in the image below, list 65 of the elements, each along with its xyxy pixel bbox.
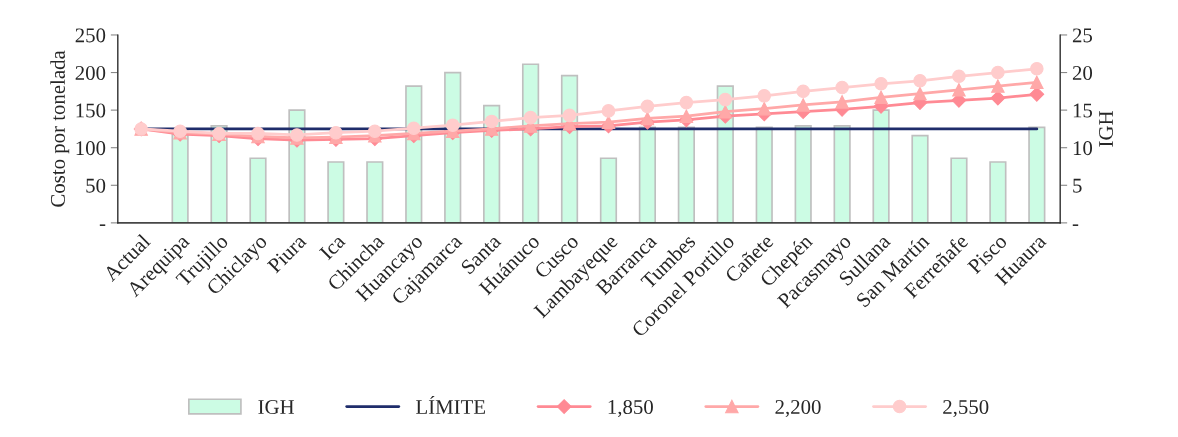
bar: [872, 109, 890, 223]
bar: [366, 161, 384, 223]
legend-label: 2,200: [775, 399, 821, 418]
y-tick-label: 100: [76, 141, 106, 156]
point: [796, 98, 810, 112]
bar: [599, 157, 618, 223]
point: [913, 74, 927, 88]
point: [757, 89, 772, 103]
bar: [1028, 126, 1046, 223]
bar: [989, 161, 1007, 223]
y-axis-title: Costo por tonelada: [50, 50, 70, 207]
point: [718, 92, 733, 107]
point: [1030, 62, 1044, 76]
legend-label: IGH: [258, 400, 295, 415]
legend-label: LÍMITE: [416, 395, 485, 414]
point: [952, 69, 966, 84]
point: [484, 114, 499, 129]
point: [991, 79, 1005, 93]
point: [874, 90, 888, 105]
bar: [327, 161, 345, 223]
y-tick-label: 150: [76, 103, 106, 118]
y-tick-label: -: [99, 224, 106, 226]
point: [679, 109, 694, 123]
point: [952, 83, 966, 97]
y-tick-label: 200: [75, 65, 106, 80]
point: [1030, 75, 1044, 90]
point: [874, 77, 888, 91]
point: [601, 115, 616, 129]
point: [445, 118, 460, 132]
point: [796, 84, 810, 99]
bar: [911, 134, 929, 223]
y2-tick-label: -: [1072, 224, 1079, 226]
y2-tick-label: 15: [1073, 103, 1093, 118]
bar: [677, 126, 695, 223]
point: [640, 99, 655, 114]
bar: [833, 125, 851, 223]
legend-label: 1,850: [608, 399, 653, 418]
bar: [638, 126, 657, 223]
y2-tick-label: 10: [1073, 141, 1093, 156]
bar: [794, 125, 812, 223]
point: [679, 95, 694, 110]
y2-tick-label: 20: [1072, 65, 1093, 80]
y2-tick-label: 25: [1072, 28, 1093, 43]
legend-label: 2,550: [943, 399, 989, 418]
bar: [249, 157, 267, 223]
point: [990, 90, 1006, 106]
point: [406, 121, 421, 135]
bar: [755, 126, 773, 223]
point: [835, 95, 849, 109]
point: [368, 124, 382, 138]
y-tick-label: 50: [86, 178, 106, 193]
y-tick-label: 250: [75, 28, 106, 43]
point: [757, 101, 772, 116]
point: [640, 111, 655, 126]
point: [991, 65, 1005, 80]
bar: [950, 157, 968, 223]
y2-tick-label: 5: [1073, 178, 1082, 193]
point: [562, 108, 577, 123]
point: [913, 86, 927, 101]
point: [329, 125, 343, 140]
point: [601, 104, 616, 118]
point: [718, 104, 733, 119]
point: [523, 110, 538, 125]
point: [835, 80, 849, 95]
y2-axis-title: IGH: [1099, 111, 1114, 147]
